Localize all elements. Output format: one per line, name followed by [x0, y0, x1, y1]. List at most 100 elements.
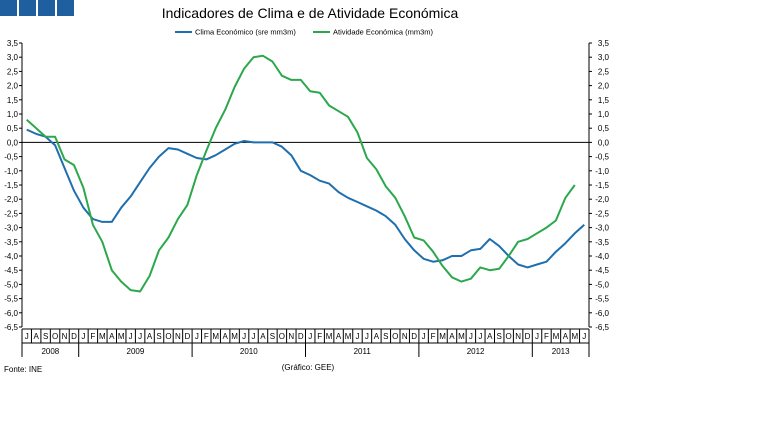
legend-label-atividade: Atividade Económica (mm3m) — [333, 28, 434, 37]
month-label: J — [535, 332, 539, 341]
y-tick-label-right: -5,0 — [595, 280, 609, 289]
month-label: M — [553, 332, 560, 341]
y-tick-label-right: -6,0 — [595, 309, 609, 318]
source-note: Fonte: INE — [4, 365, 42, 374]
month-label: J — [138, 332, 142, 341]
month-label: J — [469, 332, 473, 341]
month-label: A — [260, 332, 266, 341]
series-line-atividade — [26, 54, 576, 293]
month-label: A — [223, 332, 229, 341]
year-label: 2008 — [41, 347, 59, 356]
month-label: O — [165, 332, 171, 341]
y-tick-label-left: 3,0 — [7, 53, 19, 62]
logo-square — [0, 0, 17, 16]
month-label: F — [90, 332, 95, 341]
y-tick-label-left: -2,5 — [4, 209, 18, 218]
month-label: S — [497, 332, 502, 341]
month-label: A — [487, 332, 493, 341]
month-label: O — [506, 332, 512, 341]
month-label: M — [326, 332, 333, 341]
month-label: S — [156, 332, 161, 341]
month-label: M — [212, 332, 219, 341]
chart-title: Indicadores de Clima e de Atividade Econ… — [162, 5, 459, 21]
y-tick-label-left: 1,0 — [7, 110, 19, 119]
y-tick-label-right: -0,5 — [595, 153, 609, 162]
series-line-clima — [26, 128, 585, 269]
month-label: S — [43, 332, 48, 341]
y-tick-label-right: 3,0 — [598, 53, 610, 62]
y-tick-label-left: -3,5 — [4, 238, 18, 247]
month-label: M — [231, 332, 238, 341]
month-label: D — [71, 332, 77, 341]
month-label: J — [422, 332, 426, 341]
month-label: S — [270, 332, 275, 341]
y-tick-label-left: -1,0 — [4, 167, 18, 176]
month-label: D — [525, 332, 531, 341]
y-tick-label-right: 0,0 — [598, 138, 610, 147]
year-label: 2012 — [467, 347, 485, 356]
month-label: A — [336, 332, 342, 341]
month-label: F — [204, 332, 209, 341]
y-tick-label-left: 0,0 — [7, 138, 19, 147]
month-label: J — [81, 332, 85, 341]
y-tick-label-left: -6,5 — [4, 323, 18, 332]
y-tick-label-left: 3,5 — [7, 39, 19, 48]
month-label: D — [411, 332, 417, 341]
month-label: J — [129, 332, 133, 341]
y-tick-label-right: 2,0 — [598, 82, 610, 91]
month-label: A — [109, 332, 115, 341]
month-label: J — [195, 332, 199, 341]
month-label: F — [431, 332, 436, 341]
y-tick-label-right: -2,5 — [595, 209, 609, 218]
y-tick-label-left: -4,5 — [4, 266, 18, 275]
y-tick-label-right: 1,5 — [598, 96, 610, 105]
y-tick-label-left: 2,5 — [7, 67, 19, 76]
legend: Clima Económico (sre mm3m) Atividade Eco… — [175, 28, 434, 37]
month-label: N — [402, 332, 408, 341]
month-label: M — [118, 332, 125, 341]
month-label: O — [52, 332, 58, 341]
y-tick-label-right: -6,5 — [595, 323, 609, 332]
month-label: N — [175, 332, 181, 341]
series-layer — [26, 54, 585, 293]
y-tick-label-right: -3,0 — [595, 224, 609, 233]
y-tick-label-right: -2,0 — [595, 195, 609, 204]
month-label: N — [288, 332, 294, 341]
month-label: J — [355, 332, 359, 341]
axes: 3,5 3,5 3,0 3,0 2,5 2,5 2,0 2,0 1,5 1,5 1,0 1,0 0,5 0… — [4, 39, 610, 357]
y-tick-label-right: -5,5 — [595, 295, 609, 304]
month-label: M — [571, 332, 578, 341]
y-tick-label-left: -4,0 — [4, 252, 18, 261]
logo-square — [38, 0, 55, 16]
month-label: J — [25, 332, 29, 341]
y-tick-label-left: -1,5 — [4, 181, 18, 190]
y-tick-label-right: -1,5 — [595, 181, 609, 190]
month-label: A — [563, 332, 569, 341]
month-label: O — [279, 332, 285, 341]
y-tick-label-right: -4,0 — [595, 252, 609, 261]
y-tick-label-left: 2,0 — [7, 82, 19, 91]
legend-label-clima: Clima Económico (sre mm3m) — [195, 28, 296, 37]
month-label: S — [383, 332, 388, 341]
credit-note: (Gráfico: GEE) — [282, 363, 335, 372]
y-tick-label-right: -4,5 — [595, 266, 609, 275]
month-label: M — [99, 332, 106, 341]
month-label: M — [458, 332, 465, 341]
month-label: O — [392, 332, 398, 341]
month-label: M — [439, 332, 446, 341]
year-label: 2009 — [127, 347, 145, 356]
y-tick-label-right: -3,5 — [595, 238, 609, 247]
month-label: D — [298, 332, 304, 341]
month-label: J — [308, 332, 312, 341]
month-label: A — [34, 332, 40, 341]
y-tick-label-right: 2,5 — [598, 67, 610, 76]
year-label: 2013 — [552, 347, 570, 356]
month-label: J — [582, 332, 586, 341]
y-tick-label-left: -6,0 — [4, 309, 18, 318]
y-tick-label-left: -5,5 — [4, 295, 18, 304]
logo-square — [57, 0, 74, 16]
month-label: F — [317, 332, 322, 341]
y-tick-label-left: 1,5 — [7, 96, 19, 105]
month-label: A — [449, 332, 455, 341]
